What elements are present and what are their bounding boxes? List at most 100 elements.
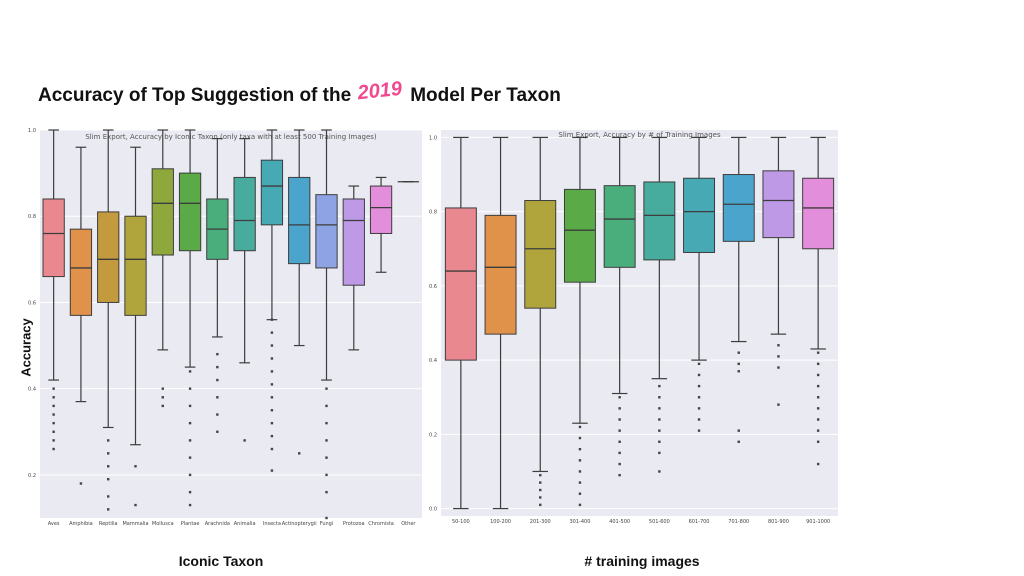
box-iqr bbox=[124, 215, 147, 316]
flier-point bbox=[658, 407, 661, 410]
box-arachnida bbox=[206, 138, 229, 433]
flier-point bbox=[107, 495, 110, 498]
x-tick-label: Mollusca bbox=[152, 521, 174, 527]
flier-point bbox=[737, 370, 740, 373]
flier-point bbox=[188, 370, 192, 373]
box-801-900 bbox=[762, 136, 795, 406]
flier-point bbox=[658, 418, 661, 421]
flier-point bbox=[134, 465, 137, 468]
box-iqr bbox=[603, 185, 636, 268]
flier-point bbox=[107, 508, 110, 511]
box-iqr bbox=[524, 200, 557, 309]
flier-point bbox=[270, 434, 274, 438]
box-iqr bbox=[260, 159, 284, 226]
flier-point bbox=[270, 318, 274, 321]
y-tick-label: 0.8 bbox=[429, 210, 437, 216]
flier-point bbox=[737, 351, 740, 354]
flier-point bbox=[658, 451, 661, 455]
box-amphibia bbox=[69, 146, 93, 485]
flier-point bbox=[578, 481, 582, 484]
flier-point bbox=[737, 362, 740, 366]
y-tick-label: 0.6 bbox=[429, 284, 437, 290]
x-tick-label: Protozoa bbox=[343, 521, 365, 527]
flier-point bbox=[816, 373, 820, 377]
plot-title: Slim Export, Accuracy by Iconic Taxon (o… bbox=[85, 133, 377, 141]
flier-point bbox=[777, 403, 780, 406]
box-601-700 bbox=[683, 136, 716, 432]
y-tick-label: 0.2 bbox=[28, 473, 36, 479]
flier-point bbox=[52, 396, 55, 399]
y-tick-label: 0.2 bbox=[429, 432, 437, 438]
box-iqr bbox=[42, 198, 65, 278]
chart-2: 0.0 0.2 0.4 0.6 0.8 1.0 Slim Export, Accuracy … bbox=[429, 130, 838, 525]
flier-point bbox=[737, 440, 740, 443]
slide-title-after: Model Per Taxon bbox=[410, 85, 561, 106]
flier-point bbox=[816, 440, 820, 443]
y-tick-label: 1.0 bbox=[28, 128, 36, 134]
flier-point bbox=[578, 459, 582, 462]
flier-point bbox=[816, 384, 820, 388]
x-tick-label: Arachnida bbox=[205, 521, 230, 527]
box-100-200 bbox=[484, 136, 517, 510]
box-501-600 bbox=[643, 136, 676, 473]
flier-point bbox=[777, 344, 780, 347]
flier-point bbox=[658, 396, 661, 399]
box-iqr bbox=[97, 211, 120, 303]
flier-point bbox=[777, 355, 780, 358]
flier-point bbox=[697, 418, 701, 421]
flier-point bbox=[134, 503, 137, 507]
flier-point bbox=[658, 384, 661, 388]
flier-point bbox=[188, 473, 192, 477]
flier-point bbox=[539, 503, 542, 507]
box-mammalia bbox=[124, 146, 147, 507]
flier-point bbox=[270, 421, 274, 425]
flier-point bbox=[270, 447, 274, 451]
box-iqr bbox=[484, 214, 517, 335]
flier-point bbox=[539, 481, 542, 484]
x-tick-label: 301-400 bbox=[569, 519, 590, 525]
flier-point bbox=[161, 404, 164, 408]
box-chromista bbox=[369, 176, 393, 273]
flier-point bbox=[107, 452, 110, 455]
box-901-1000 bbox=[802, 136, 835, 466]
flier-point bbox=[188, 503, 192, 507]
plot-background bbox=[40, 130, 422, 518]
box-iqr bbox=[233, 176, 256, 252]
x-tick-label: Actinopterygii bbox=[282, 521, 317, 527]
flier-point bbox=[107, 465, 110, 468]
flier-point bbox=[270, 383, 274, 386]
flier-point bbox=[539, 473, 542, 477]
box-reptilia bbox=[97, 129, 120, 511]
flier-point bbox=[243, 439, 246, 442]
flier-point bbox=[270, 409, 274, 412]
flier-point bbox=[298, 452, 301, 455]
flier-point bbox=[52, 413, 55, 416]
chart-1: 0.2 0.4 0.6 0.8 1.0 Slim Export, Accuracy by … bbox=[28, 128, 422, 527]
x-tick-label: Other bbox=[401, 521, 416, 527]
flier-point bbox=[658, 470, 661, 473]
y-tick-label: 0.6 bbox=[28, 300, 36, 306]
flier-point bbox=[658, 429, 661, 432]
box-iqr bbox=[643, 181, 676, 261]
x-tick-label: Reptilia bbox=[99, 521, 118, 527]
slide-title: Accuracy of Top Suggestion of the 2019 M… bbox=[38, 78, 561, 107]
flier-point bbox=[216, 413, 219, 416]
flier-point bbox=[270, 357, 274, 360]
flier-point bbox=[618, 440, 621, 443]
flier-point bbox=[325, 404, 328, 408]
box-iqr bbox=[444, 207, 477, 361]
x-tick-label: 901-1000 bbox=[806, 519, 830, 525]
flier-point bbox=[325, 456, 328, 459]
flier-point bbox=[188, 439, 192, 442]
box-aves bbox=[42, 129, 65, 451]
flier-point bbox=[270, 331, 274, 334]
x-tick-label: 401-500 bbox=[609, 519, 630, 525]
flier-point bbox=[777, 366, 780, 369]
box-iqr bbox=[762, 170, 795, 239]
flier-point bbox=[188, 387, 192, 390]
slide-title-before: Accuracy of Top Suggestion of the bbox=[38, 85, 352, 106]
flier-point bbox=[107, 439, 110, 442]
box-mollusca bbox=[151, 129, 174, 408]
flier-point bbox=[618, 407, 621, 410]
